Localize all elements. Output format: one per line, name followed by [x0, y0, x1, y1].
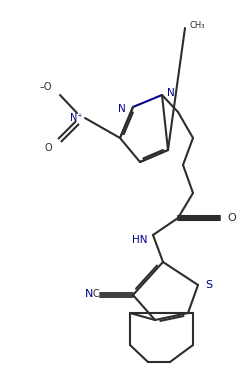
Text: N: N [167, 88, 175, 98]
Text: N⁺: N⁺ [70, 113, 83, 123]
Text: C: C [92, 289, 99, 299]
Text: N: N [118, 104, 126, 114]
Text: O: O [227, 213, 236, 223]
Text: O: O [44, 143, 52, 153]
Text: CH₃: CH₃ [190, 20, 206, 30]
Text: S: S [205, 280, 212, 290]
Text: –O: –O [40, 82, 52, 92]
Text: N: N [85, 289, 93, 299]
Text: HN: HN [132, 235, 148, 245]
